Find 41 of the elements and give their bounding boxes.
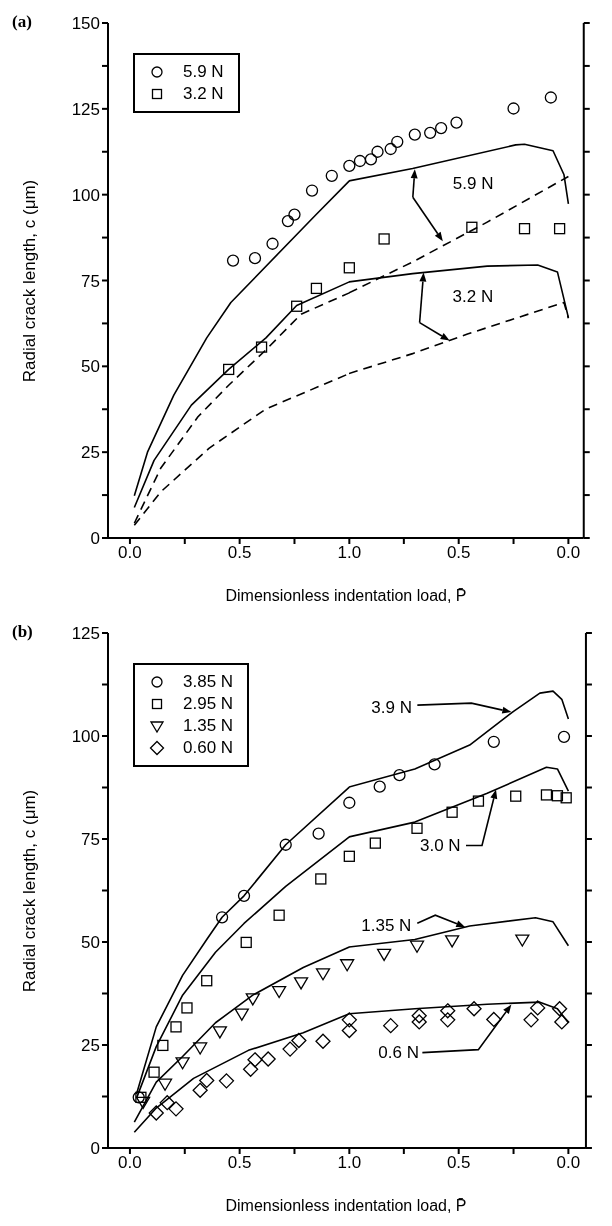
x-tick-label: 0.0 <box>118 543 142 563</box>
x-axis-title: Dimensionless indentation load, P̄ <box>224 1197 468 1215</box>
x-tick-label: 0.5 <box>227 543 252 563</box>
x-tick-label: 0.0 <box>118 1153 142 1173</box>
x-tick-label: 1.0 <box>337 1153 362 1173</box>
annotation: 0.6 N <box>378 1043 420 1063</box>
y-tick-label: 75 <box>81 830 100 850</box>
legend-label: 2.95 N <box>183 694 234 714</box>
annotation: 3.9 N <box>371 697 413 717</box>
x-tick-label: 0.5 <box>447 1153 471 1173</box>
text: (b) <box>12 622 33 641</box>
x-tick-label: 0.0 <box>556 1153 581 1173</box>
y-tick-label: 50 <box>81 933 100 953</box>
text: (a) <box>12 12 32 31</box>
legend-label: 0.60 N <box>183 738 234 758</box>
legend-label: 1.35 N <box>183 716 234 736</box>
legend-label: 5.9 N <box>183 62 224 82</box>
y-tick-label: 50 <box>81 357 100 377</box>
annotation: 3.0 N <box>420 836 461 856</box>
y-tick-label: 125 <box>71 624 100 644</box>
x-tick-label: 0.5 <box>227 1153 252 1173</box>
y-tick-label: 0 <box>90 529 100 549</box>
legend-label: 3.2 N <box>183 84 224 104</box>
y-tick-label: 75 <box>81 271 100 291</box>
x-tick-label: 0.5 <box>447 543 471 563</box>
y-axis-title: Radial crack length, c (μm) <box>20 179 40 382</box>
y-tick-label: 125 <box>71 99 100 119</box>
y-tick-label: 100 <box>71 185 100 205</box>
annotation: 1.35 N <box>361 915 412 935</box>
y-axis-title: Radial crack length, c (μm) <box>20 789 40 992</box>
annotation: 3.2 N <box>452 287 494 307</box>
y-tick-label: 25 <box>81 443 100 463</box>
x-tick-label: 1.0 <box>337 543 362 563</box>
legend-label: 3.85 N <box>183 672 234 692</box>
x-axis-title: Dimensionless indentation load, P̄ <box>224 587 468 605</box>
y-tick-label: 25 <box>81 1036 100 1056</box>
y-tick-label: 100 <box>71 727 100 747</box>
annotation: 5.9 N <box>453 173 494 193</box>
y-tick-label: 0 <box>90 1139 100 1159</box>
y-tick-label: 150 <box>71 14 100 34</box>
x-tick-label: 0.0 <box>556 543 581 563</box>
